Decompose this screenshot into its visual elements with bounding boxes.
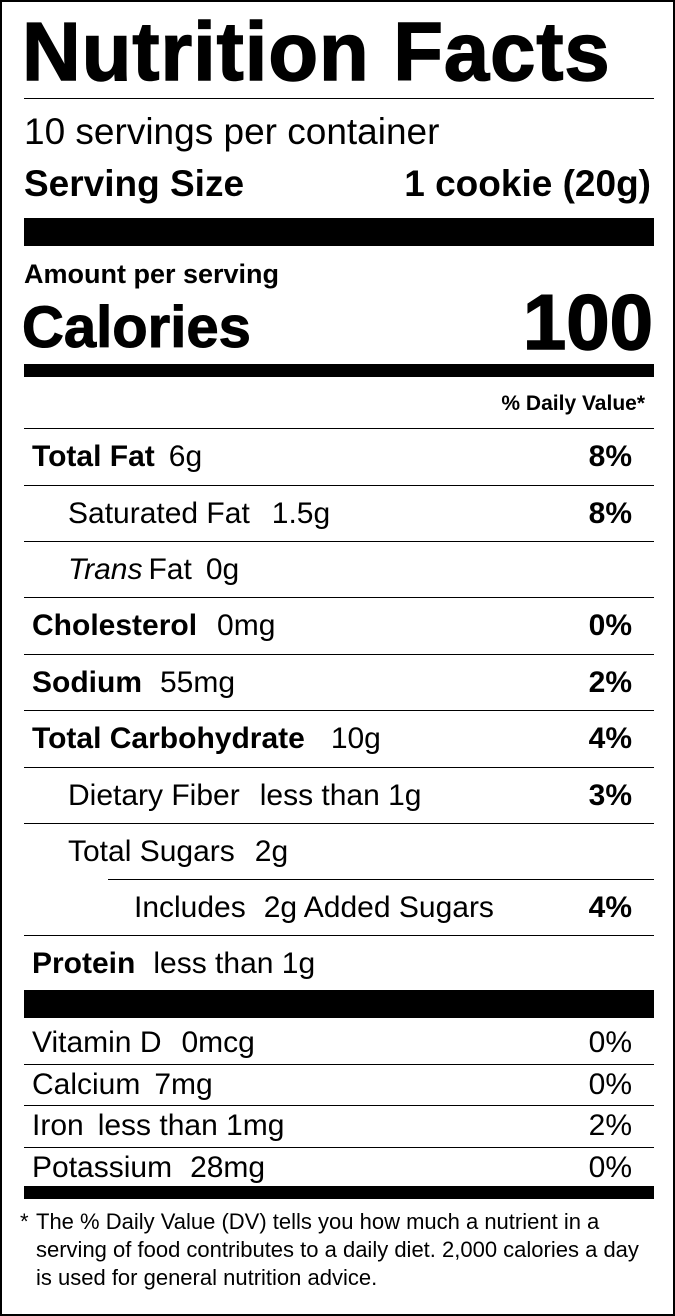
vitamin-row-iron: Iron less than 1mg 2%: [32, 1105, 654, 1146]
divider: [24, 1147, 654, 1148]
nutrient-amount: less than 1g: [259, 779, 422, 812]
nutrient-amount: 2g Added Sugars: [263, 891, 494, 924]
nutrient-amount: 1.5g: [271, 497, 331, 530]
nutrient-dv: 4%: [588, 891, 632, 924]
nutrient-name: Dietary Fiber: [68, 779, 240, 812]
nutrient-dv: 8%: [588, 440, 632, 473]
daily-value-header: % Daily Value*: [501, 392, 645, 415]
nutrient-name: Includes: [134, 891, 246, 924]
nutrient-dv: 4%: [588, 722, 632, 755]
footnote: * The % Daily Value (DV) tells you how m…: [20, 1208, 650, 1292]
nutrient-name: Total Sugars: [68, 835, 235, 868]
servings-per-container: 10 servings per container: [24, 111, 440, 152]
nutrient-row-total-fat: Total Fat 6g 8%: [32, 429, 654, 485]
footnote-asterisk: *: [20, 1209, 29, 1234]
nutrient-amount: 0g: [205, 553, 240, 586]
nutrient-amount: less than 1g: [153, 947, 316, 980]
medium-divider: [24, 364, 654, 377]
nutrient-dv: 0%: [588, 609, 632, 642]
vitamin-amount: 7mg: [154, 1067, 213, 1101]
divider: [24, 541, 654, 542]
nutrient-row-trans-fat: Trans Fat 0g: [68, 542, 654, 598]
nutrient-row-sodium: Sodium 55mg 2%: [32, 655, 654, 711]
divider: [108, 879, 654, 880]
divider: [24, 1064, 654, 1065]
label-title: Nutrition Facts: [21, 5, 611, 98]
divider: [24, 710, 654, 711]
vitamin-dv: 2%: [588, 1108, 632, 1142]
serving-size-value: 1 cookie (20g): [404, 163, 651, 204]
nutrient-amount: 10g: [330, 722, 381, 755]
nutrient-dv: 3%: [588, 779, 632, 812]
vitamin-dv: 0%: [588, 1150, 632, 1184]
divider: [24, 1105, 654, 1106]
vitamin-row-vitamin-d: Vitamin D 0mcg 0%: [32, 1022, 654, 1063]
nutrient-amount: 6g: [168, 440, 203, 473]
nutrient-name: Protein: [32, 947, 136, 980]
nutrient-row-protein: Protein less than 1g: [32, 936, 654, 992]
vitamin-amount: 0mcg: [181, 1025, 255, 1059]
nutrient-row-total-sugars: Total Sugars 2g: [68, 824, 654, 880]
divider: [24, 98, 654, 99]
nutrient-row-added-sugars: Includes 2g Added Sugars 4%: [134, 880, 654, 936]
vitamin-name: Calcium: [32, 1067, 141, 1101]
vitamin-row-calcium: Calcium 7mg 0%: [32, 1064, 654, 1105]
nutrient-amount: 55mg: [160, 666, 236, 699]
vitamin-name: Vitamin D: [32, 1025, 162, 1059]
medium-divider: [24, 1186, 654, 1199]
nutrient-row-cholesterol: Cholesterol 0mg 0%: [32, 598, 654, 654]
divider: [24, 428, 654, 429]
vitamin-name: Iron: [32, 1108, 84, 1142]
calories-label: Calories: [22, 295, 252, 360]
divider: [24, 654, 654, 655]
nutrient-name: Sodium: [32, 666, 142, 699]
divider: [24, 935, 654, 936]
nutrient-row-saturated-fat: Saturated Fat 1.5g 8%: [68, 486, 654, 542]
vitamin-row-potassium: Potassium 28mg 0%: [32, 1147, 654, 1188]
nutrient-row-dietary-fiber: Dietary Fiber less than 1g 3%: [68, 768, 654, 824]
serving-size-label: Serving Size: [24, 163, 245, 204]
nutrient-row-total-carbohydrate: Total Carbohydrate 10g 4%: [32, 711, 654, 767]
nutrient-dv: 8%: [588, 497, 632, 530]
vitamin-dv: 0%: [588, 1067, 632, 1101]
calories-value: 100: [522, 278, 654, 366]
divider: [24, 823, 654, 824]
divider: [24, 485, 654, 486]
nutrient-name: Fat: [148, 553, 192, 586]
thick-divider: [24, 218, 654, 246]
vitamin-amount: less than 1mg: [97, 1108, 285, 1142]
footnote-text: The % Daily Value (DV) tells you how muc…: [36, 1209, 639, 1290]
vitamin-name: Potassium: [32, 1150, 173, 1184]
vitamin-dv: 0%: [588, 1025, 632, 1059]
nutrient-name: Total Carbohydrate: [32, 722, 305, 755]
thick-divider: [24, 990, 654, 1018]
nutrient-name: Total Fat: [32, 440, 155, 473]
nutrient-name: Saturated Fat: [68, 497, 250, 530]
nutrient-name-italic: Trans: [68, 553, 143, 586]
amount-per-serving: Amount per serving: [24, 259, 280, 289]
divider: [24, 767, 654, 768]
vitamin-amount: 28mg: [190, 1150, 266, 1184]
nutrient-amount: 2g: [254, 835, 289, 868]
nutrient-dv: 2%: [588, 666, 632, 699]
divider: [24, 597, 654, 598]
nutrient-amount: 0mg: [217, 609, 276, 642]
nutrient-name: Cholesterol: [32, 609, 198, 642]
